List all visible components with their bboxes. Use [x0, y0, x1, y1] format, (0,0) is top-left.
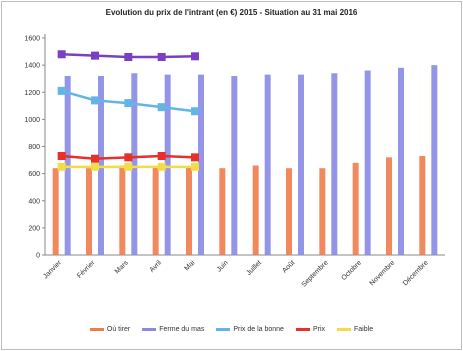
- bar: [352, 162, 359, 255]
- y-tick-label: 200: [28, 225, 40, 232]
- bar: [319, 168, 326, 255]
- bar: [264, 74, 271, 256]
- bar: [252, 165, 259, 255]
- legend-label: Prix de la bonne: [233, 326, 284, 333]
- bar: [231, 75, 238, 255]
- y-tick-label: 1200: [24, 90, 40, 97]
- legend-item: Prix: [295, 326, 326, 333]
- x-tick-label: Septembre: [301, 259, 330, 288]
- series-point: [91, 51, 99, 60]
- series-point: [191, 153, 199, 162]
- bar: [298, 74, 304, 256]
- x-tick-label: Novembre: [369, 259, 397, 287]
- y-tick-label: 1600: [24, 36, 40, 43]
- legend-swatch: [89, 328, 104, 331]
- series-point: [57, 86, 66, 95]
- y-tick-label: 400: [28, 198, 40, 205]
- chart-title: Evolution du prix de l'intrant (en €) 20…: [105, 8, 358, 17]
- series-point: [157, 103, 166, 112]
- series-point: [57, 162, 66, 171]
- bar: [419, 155, 426, 255]
- series-point: [124, 162, 133, 171]
- legend-item: Faible: [337, 326, 373, 333]
- bar: [164, 74, 171, 256]
- bar: [152, 166, 159, 255]
- x-tick-label: Octobre: [341, 259, 364, 282]
- legend-label: Faible: [354, 326, 374, 333]
- bar: [431, 65, 438, 255]
- x-tick-label: Mai: [183, 259, 196, 272]
- legend-swatch: [142, 328, 157, 331]
- bar: [364, 70, 371, 255]
- y-tick-label: 600: [28, 171, 40, 178]
- y-tick-label: 0: [36, 253, 40, 260]
- series-point: [191, 162, 199, 171]
- bar: [398, 67, 404, 256]
- chart-legend: Où tirer Ferme du mas Prix de la bonne Prix…: [0, 326, 463, 333]
- legend-item: Ferme du mas: [142, 326, 204, 333]
- legend-label: Prix: [312, 326, 326, 333]
- bar: [52, 168, 59, 255]
- bar: [186, 166, 192, 255]
- series-point: [124, 52, 133, 61]
- x-tick-label: Décembre: [402, 259, 430, 287]
- legend-item: Où tirer: [89, 326, 131, 333]
- x-tick-label: Août: [281, 259, 296, 274]
- y-tick-label: 800: [28, 144, 40, 151]
- bar: [86, 168, 92, 255]
- x-tick-label: Janvier: [42, 259, 63, 280]
- series-point: [124, 99, 133, 108]
- y-tick-label: 1000: [24, 117, 40, 124]
- bar: [219, 168, 226, 255]
- series-point: [191, 107, 199, 116]
- series-point: [91, 96, 99, 105]
- legend-item: Prix de la bonne: [216, 326, 284, 333]
- bar: [119, 165, 126, 255]
- bar: [131, 73, 138, 255]
- series-point: [191, 52, 199, 61]
- series-point: [57, 50, 66, 59]
- bar: [198, 74, 204, 256]
- series-point: [157, 162, 166, 171]
- series-point: [157, 52, 166, 61]
- series-point: [57, 151, 66, 160]
- legend-swatch: [295, 328, 310, 331]
- legend-swatch: [216, 328, 231, 331]
- legend-label: Ferme du mas: [159, 326, 205, 333]
- x-tick-label: Juillet: [245, 259, 263, 277]
- x-tick-label: Février: [76, 259, 97, 280]
- bar: [64, 75, 71, 255]
- bar: [98, 75, 104, 255]
- series-point: [124, 153, 133, 162]
- series-point: [91, 154, 99, 163]
- x-tick-label: Juin: [216, 259, 230, 273]
- series-point: [157, 151, 166, 160]
- y-tick-label: 1400: [24, 63, 40, 70]
- x-tick-label: Mars: [114, 259, 130, 275]
- legend-label: Où tirer: [106, 326, 131, 333]
- bar: [331, 73, 338, 255]
- x-tick-label: Avril: [149, 259, 164, 274]
- bar: [386, 157, 392, 255]
- bar: [286, 168, 292, 255]
- legend-swatch: [337, 328, 352, 331]
- series-point: [91, 162, 99, 171]
